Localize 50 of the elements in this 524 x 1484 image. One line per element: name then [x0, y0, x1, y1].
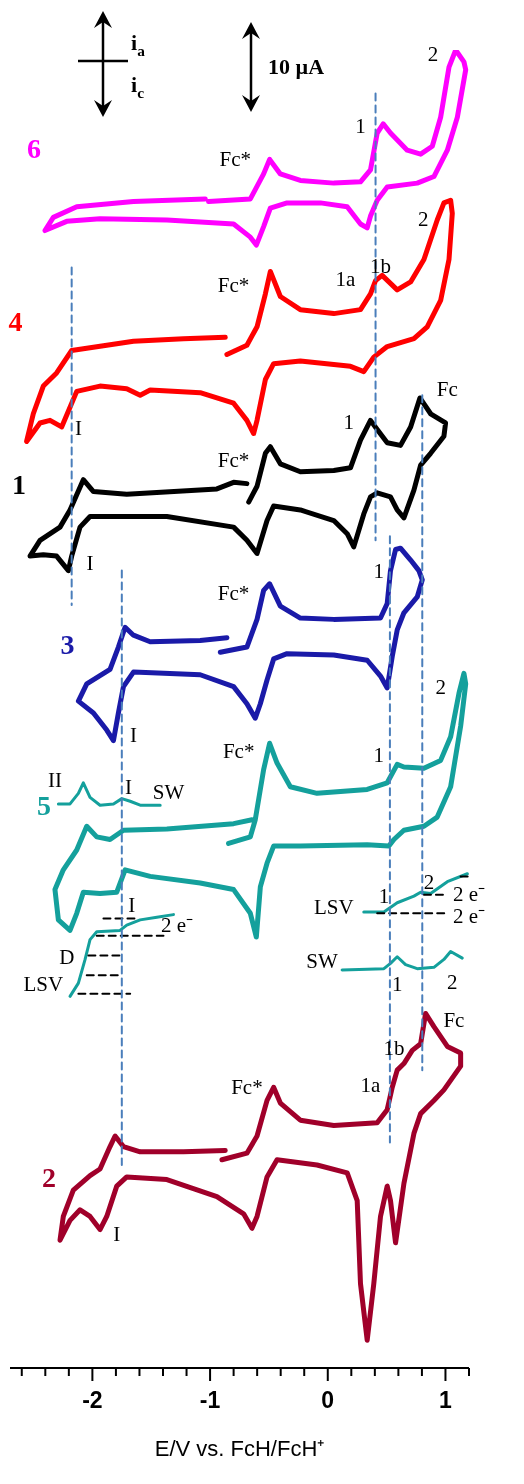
annotation: I: [124, 774, 132, 799]
annotation: 2: [427, 41, 439, 66]
series-label: 2: [42, 1161, 57, 1193]
annotation: Fc: [443, 1008, 465, 1033]
annotation: 2: [423, 869, 435, 894]
annotation: Fc*: [217, 272, 250, 297]
annotation: 1a: [335, 267, 357, 292]
annotation: 1: [391, 972, 403, 997]
annotation: 1a: [360, 1072, 382, 1097]
annotation: I: [86, 550, 94, 575]
annotation: 1: [355, 114, 366, 139]
x-tick-label: -2: [82, 1387, 103, 1413]
annotation: i$_{a}$: [131, 29, 146, 59]
annotation: Fc*: [217, 447, 250, 472]
series-label: 3: [60, 628, 75, 660]
series-label: 6: [26, 132, 41, 164]
annotation: 1: [373, 558, 385, 583]
annotation: SW: [152, 780, 185, 805]
annotation: 2 e⁻: [452, 881, 486, 906]
annotation: Fc*: [217, 581, 250, 606]
annotation: 2: [447, 969, 458, 994]
x-tick-label: -1: [199, 1387, 221, 1413]
annotation: Fc*: [222, 739, 255, 764]
annotation: I: [128, 893, 136, 918]
annotation: LSV: [23, 972, 64, 997]
annotation: 1b: [370, 254, 391, 279]
series-label: 1: [343, 409, 355, 434]
annotation: 2: [417, 206, 429, 231]
annotation: I: [74, 416, 82, 441]
annotation: 1: [373, 743, 385, 768]
annotation: 2: [435, 674, 446, 699]
annotation: Fc*: [231, 1075, 263, 1100]
annotation: Fc: [436, 376, 458, 401]
annotation: 1: [378, 884, 390, 909]
annotation: 1: [12, 468, 27, 500]
annotation: D: [59, 944, 75, 969]
annotation: 1b: [383, 1035, 405, 1060]
annotation: 10 µA: [268, 53, 325, 79]
annotation: LSV: [313, 894, 354, 919]
series-label: 4: [8, 305, 23, 337]
annotation: SW: [306, 948, 339, 973]
x-axis-title: E/V vs. FcH/FcH⁺: [154, 1436, 325, 1461]
annotation: 2 e⁻: [452, 903, 486, 928]
x-tick-label: 0: [321, 1387, 335, 1413]
x-tick-label: 1: [439, 1387, 453, 1413]
annotation: Fc*: [219, 147, 252, 172]
annotation: i$_{c}$: [131, 71, 145, 101]
annotation: 2 e⁻: [161, 913, 194, 938]
annotation: I: [129, 723, 137, 748]
annotation: I: [113, 1221, 121, 1246]
